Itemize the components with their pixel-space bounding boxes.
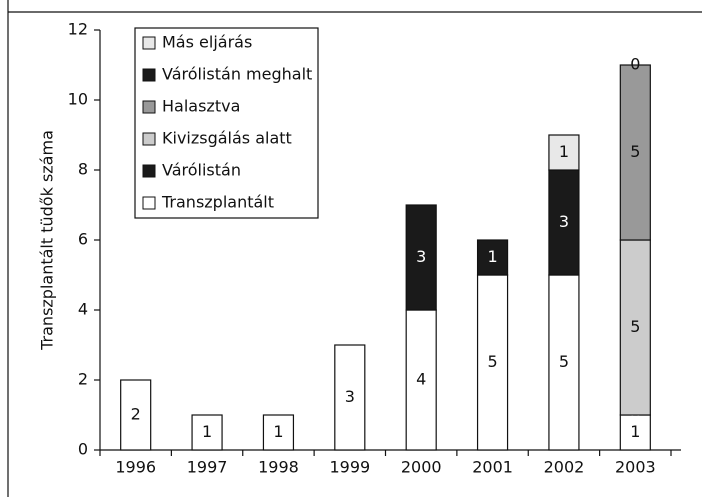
data-label: 1 (273, 422, 283, 441)
data-label: 1 (630, 422, 640, 441)
legend-label: Transzplantált (161, 193, 274, 212)
bar-segment (619, 239, 651, 416)
legend-swatch (142, 36, 156, 50)
y-tick-label: 4 (78, 300, 88, 319)
legend-label: Más eljárás (162, 33, 252, 52)
data-label: 5 (487, 352, 497, 371)
bar-segment (619, 414, 651, 451)
x-tick-label: 2003 (615, 458, 656, 477)
data-label: 4 (416, 370, 426, 389)
x-tick-label: 2002 (544, 458, 585, 477)
y-tick-label: 6 (78, 230, 88, 249)
bar-segment (120, 379, 152, 451)
y-tick-label: 8 (78, 160, 88, 179)
data-label: 1 (487, 247, 497, 266)
x-tick-label: 2000 (401, 458, 442, 477)
legend-label: Halasztva (162, 97, 240, 116)
bar-segment (548, 274, 580, 451)
bar-segment (191, 414, 223, 451)
bar-segment (619, 64, 651, 241)
y-axis-label: Transzplantált tüdők száma (38, 130, 57, 351)
legend-swatch (142, 100, 156, 114)
y-tick-label: 2 (78, 370, 88, 389)
bar-segment (476, 274, 509, 451)
data-label: 0 (630, 55, 640, 74)
bar-segment (405, 309, 437, 451)
data-label: 5 (559, 352, 569, 371)
legend-swatch (142, 68, 156, 82)
data-label: 3 (559, 212, 569, 231)
legend-label: Várólistán (162, 161, 241, 180)
x-tick-label: 1999 (329, 458, 370, 477)
data-label: 2 (131, 405, 141, 424)
y-tick-label: 10 (68, 90, 88, 109)
legend-box (134, 27, 319, 219)
bar-segment (405, 204, 437, 311)
y-tick-label: 12 (68, 20, 88, 39)
bar-segment (334, 344, 366, 451)
legend-swatch (142, 196, 156, 210)
data-label: 5 (630, 142, 640, 161)
x-tick-label: 2001 (472, 458, 513, 477)
y-tick-label: 0 (78, 440, 88, 459)
legend-label: Kivizsgálás alatt (162, 129, 292, 148)
data-label: 3 (345, 387, 355, 406)
data-label: 5 (630, 317, 640, 336)
data-label: 1 (202, 422, 212, 441)
data-label: 3 (416, 247, 426, 266)
x-tick-label: 1997 (187, 458, 228, 477)
bar-segment (476, 239, 509, 276)
bar-segment (262, 414, 295, 451)
x-tick-label: 1998 (258, 458, 299, 477)
x-tick-label: 1996 (115, 458, 156, 477)
legend-label: Várólistán meghalt (162, 65, 312, 84)
bar-segment (548, 169, 580, 276)
legend-swatch (142, 132, 156, 146)
data-label: 1 (559, 142, 569, 161)
bar-segment (548, 134, 580, 171)
legend-swatch (142, 164, 156, 178)
